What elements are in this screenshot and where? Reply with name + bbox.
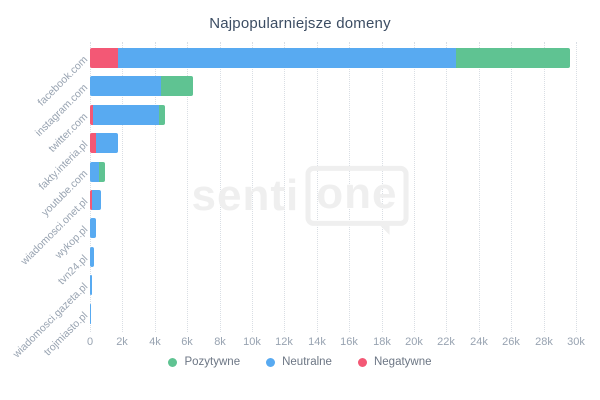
legend-dot: [266, 357, 276, 367]
bar-segment-neutralne[interactable]: [91, 190, 101, 210]
bar-instagram.com: [90, 76, 193, 96]
gridline: [576, 42, 577, 332]
legend-label: Neutralne: [282, 356, 332, 368]
x-axis-tick-label: 24k: [470, 336, 488, 348]
legend-item-negatywne[interactable]: Negatywne: [357, 356, 432, 368]
watermark-bubble-text: one: [305, 165, 409, 236]
gridline: [122, 42, 123, 332]
gridline: [446, 42, 447, 332]
bar-segment-neutralne[interactable]: [90, 76, 162, 96]
x-axis-tick-label: 18k: [373, 336, 391, 348]
gridline: [382, 42, 383, 332]
bar-segment-pozytywne[interactable]: [456, 48, 570, 68]
x-axis-tick-label: 20k: [405, 336, 423, 348]
bar-wiadomosci.onet.pl: [90, 190, 101, 210]
sentione-watermark: senti one: [191, 165, 409, 236]
bar-fakty.interia.pl: [90, 133, 119, 153]
bar-segment-pozytywne[interactable]: [161, 76, 193, 96]
plot-area: [90, 42, 577, 332]
gridline: [479, 42, 480, 332]
chart-title: Najpopularniejsze domeny: [209, 15, 391, 32]
x-axis-tick-label: 2k: [116, 336, 128, 348]
x-axis-tick-label: 14k: [308, 336, 326, 348]
x-axis-tick-label: 10k: [243, 336, 261, 348]
gridline: [220, 42, 221, 332]
legend-label: Negatywne: [373, 356, 432, 368]
x-axis-tick-label: 6k: [181, 336, 193, 348]
x-axis-tick-label: 22k: [437, 336, 455, 348]
gridline: [511, 42, 512, 332]
legend-item-neutralne[interactable]: Neutralne: [266, 356, 332, 368]
bar-segment-neutralne[interactable]: [93, 105, 159, 125]
bar-wiadomosci.gazeta.pl: [90, 275, 93, 295]
gridline: [252, 42, 253, 332]
bar-youtube.com: [90, 162, 106, 182]
x-axis-tick-label: 28k: [535, 336, 553, 348]
gridline: [414, 42, 415, 332]
bar-segment-neutralne[interactable]: [90, 304, 92, 324]
x-axis-tick-label: 8k: [214, 336, 226, 348]
legend-item-pozytywne[interactable]: Pozytywne: [168, 356, 240, 368]
bar-segment-negatywne[interactable]: [90, 105, 94, 125]
x-axis-tick-label: 30k: [567, 336, 585, 348]
bar-segment-neutralne[interactable]: [90, 162, 99, 182]
legend-dot: [357, 357, 367, 367]
x-axis-tick-label: 26k: [502, 336, 520, 348]
bar-tvn24.pl: [90, 247, 95, 267]
bar-segment-negatywne[interactable]: [90, 133, 96, 153]
bar-trojmiasto.pl: [90, 304, 92, 324]
legend-label: Pozytywne: [184, 356, 241, 368]
bar-segment-neutralne[interactable]: [95, 133, 119, 153]
bar-segment-neutralne[interactable]: [90, 275, 93, 295]
watermark-text: senti: [191, 171, 300, 220]
x-axis-tick-label: 16k: [340, 336, 358, 348]
bar-segment-negatywne[interactable]: [90, 190, 92, 210]
bar-segment-pozytywne[interactable]: [158, 105, 165, 125]
bar-facebook.com: [90, 48, 570, 68]
legend: Pozytywne Neutralne Negatywne: [0, 356, 600, 368]
gridline: [284, 42, 285, 332]
gridline: [155, 42, 156, 332]
gridline: [317, 42, 318, 332]
x-axis-tick-label: 0: [86, 336, 94, 348]
gridline: [349, 42, 350, 332]
bar-segment-neutralne[interactable]: [117, 48, 457, 68]
bar-segment-negatywne[interactable]: [90, 48, 118, 68]
gridline: [187, 42, 188, 332]
bar-twitter.com: [90, 105, 165, 125]
legend-dot: [168, 357, 178, 367]
gridline: [544, 42, 545, 332]
bar-segment-neutralne[interactable]: [90, 218, 97, 238]
bar-wykop.pl: [90, 218, 97, 238]
bar-segment-pozytywne[interactable]: [98, 162, 106, 182]
x-axis-tick-label: 4k: [149, 336, 161, 348]
bar-segment-neutralne[interactable]: [90, 247, 95, 267]
x-axis-tick-label: 12k: [275, 336, 293, 348]
gridline: [90, 42, 91, 332]
